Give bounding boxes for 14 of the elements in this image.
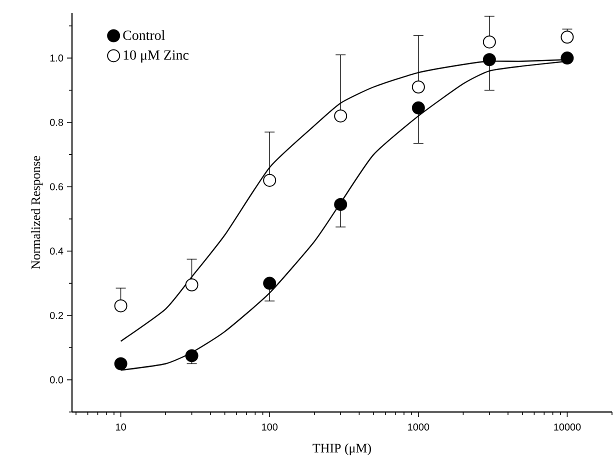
x-tick-label: 10 [116,424,126,431]
y-tick-label: 0.2 [50,312,63,319]
y-tick-label: 0.6 [50,183,64,190]
x-tick-label: 100 [262,424,278,431]
y-tick-label: 0.4 [50,248,64,255]
legend-label: 10 μM Zinc [124,50,189,63]
y-tick-label: 0.8 [50,118,64,126]
y-tick-label: 0.0 [50,376,64,384]
x-tick-label: 1000 [408,424,430,431]
y-axis-title: Normalized Response [31,156,43,270]
x-axis-title: THIP (μM) [312,443,371,456]
legend-label: Control [123,30,165,40]
x-tick-label: 10000 [554,424,581,431]
y-tick-label: 1.0 [50,54,64,62]
